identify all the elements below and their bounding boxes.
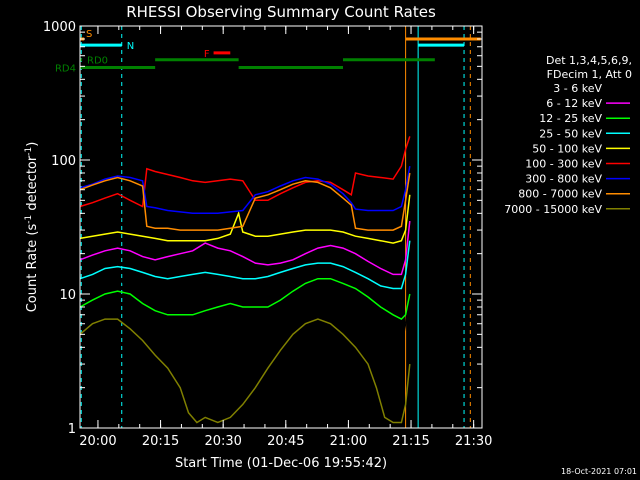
series-line <box>79 172 411 231</box>
timestamp: 18-Oct-2021 07:01 <box>561 467 637 476</box>
y-axis-label: Count Rate (s-1 detector-1) <box>24 142 40 313</box>
data-layer <box>79 26 471 428</box>
x-tick-label: 21:15 <box>392 434 429 449</box>
chart-title: RHESSI Observing Summary Count Rates <box>126 3 436 21</box>
series-line <box>79 165 411 215</box>
series-line <box>79 221 411 276</box>
series-line <box>79 136 411 208</box>
axis-layer: 20:00 20:15 20:30 20:45 21:00 21:15 21:30 1 10 10… <box>43 20 492 449</box>
y-tick-label: 10 <box>59 288 76 303</box>
x-tick-label: 20:00 <box>79 434 116 449</box>
y-tick-label: 1 <box>68 422 76 437</box>
legend-label: 800 - 7000 keV <box>518 188 602 201</box>
series-line <box>79 277 411 321</box>
legend-label: 100 - 300 keV <box>525 158 602 171</box>
y-tick-label: 1000 <box>43 20 76 35</box>
legend: 3 - 6 keV 6 - 12 keV 12 - 25 keV 25 - 50 ke… <box>504 82 630 216</box>
flag-label: RD4 <box>55 64 76 75</box>
x-tick-label: 21:00 <box>330 434 367 449</box>
series-line <box>79 240 411 290</box>
flag-label: RD0 <box>87 56 108 67</box>
legend-label: 6 - 12 keV <box>546 97 602 110</box>
legend-label: 50 - 100 keV <box>532 142 602 155</box>
legend-label: 7000 - 15000 keV <box>504 203 602 216</box>
flag-label: S <box>86 29 92 40</box>
series-line <box>79 277 411 357</box>
legend-label: 12 - 25 keV <box>539 112 602 125</box>
x-tick-label: 20:30 <box>204 434 241 449</box>
y-tick-label: 100 <box>51 154 76 169</box>
legend-label: 3 - 6 keV <box>553 82 602 95</box>
plot-frame <box>79 25 483 429</box>
x-tick-label: 20:15 <box>142 434 179 449</box>
legend-header-line-1: Det 1,3,4,5,6,9, <box>546 54 632 67</box>
series-line <box>79 194 411 244</box>
x-tick-label: 21:30 <box>455 434 492 449</box>
series-line <box>79 318 411 424</box>
legend-label: 300 - 800 keV <box>525 173 602 186</box>
flag-label: N <box>127 41 134 52</box>
legend-label: 25 - 50 keV <box>539 127 602 140</box>
legend-header-line-2: FDecim 1, Att 0 <box>547 68 632 81</box>
x-tick-label: 20:45 <box>267 434 304 449</box>
flag-label: F <box>204 49 210 60</box>
x-axis-label: Start Time (01-Dec-06 19:55:42) <box>175 456 387 471</box>
flag-layer: S N F RD0 RD4 <box>55 29 481 75</box>
